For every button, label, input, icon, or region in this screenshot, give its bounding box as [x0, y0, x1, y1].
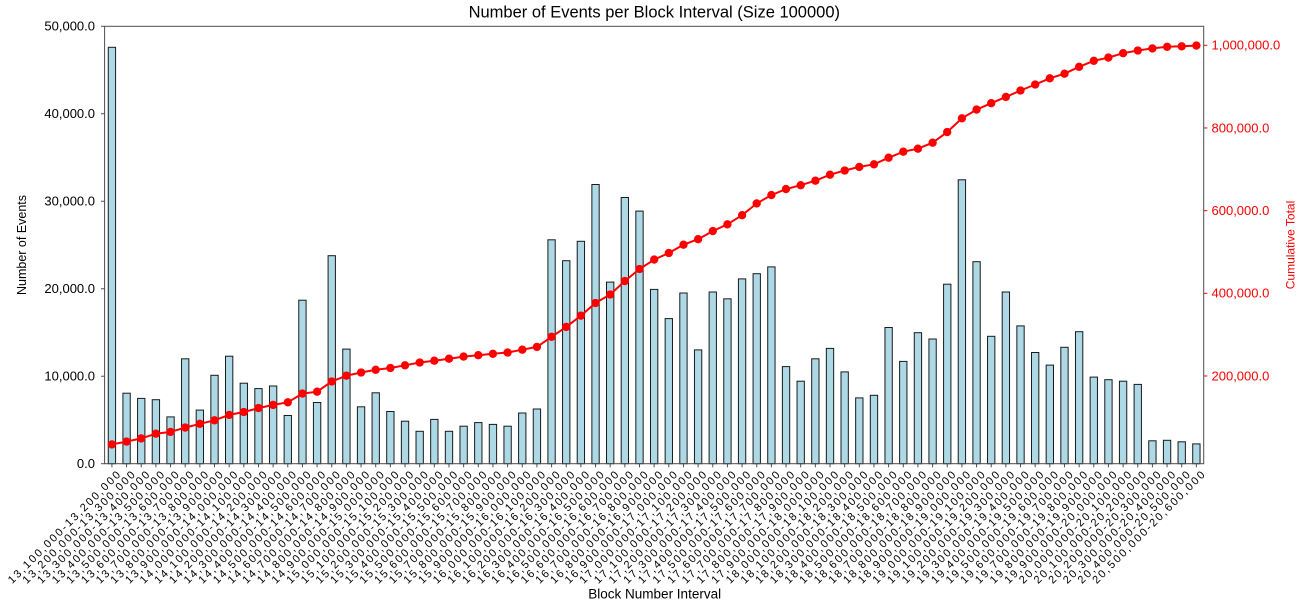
svg-text:Cumulative Total: Cumulative Total: [1284, 201, 1298, 290]
svg-text:30,000.0: 30,000.0: [44, 194, 95, 209]
svg-text:0.0: 0.0: [77, 456, 95, 471]
svg-text:40,000.0: 40,000.0: [44, 106, 95, 121]
svg-text:600,000.0: 600,000.0: [1212, 203, 1270, 218]
svg-text:800,000.0: 800,000.0: [1212, 120, 1270, 135]
svg-text:200,000.0: 200,000.0: [1212, 368, 1270, 383]
svg-text:1,000,000.0: 1,000,000.0: [1212, 38, 1281, 53]
svg-text:20,000.0: 20,000.0: [44, 281, 95, 296]
svg-text:10,000.0: 10,000.0: [44, 369, 95, 384]
svg-text:50,000.0: 50,000.0: [44, 19, 95, 34]
svg-text:Number of Events: Number of Events: [15, 195, 29, 295]
svg-text:Number of Events per Block Int: Number of Events per Block Interval (Siz…: [469, 4, 840, 22]
svg-text:Block Number Interval: Block Number Interval: [588, 586, 721, 601]
svg-text:400,000.0: 400,000.0: [1212, 286, 1270, 301]
